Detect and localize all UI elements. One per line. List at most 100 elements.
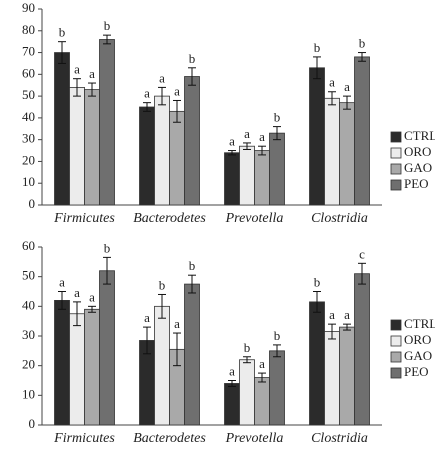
legend-label: PEO xyxy=(404,364,429,379)
bar xyxy=(84,89,100,206)
bar xyxy=(269,132,285,206)
legend-label: ORO xyxy=(404,332,431,347)
bar xyxy=(154,305,170,426)
y-tick-label: 20 xyxy=(22,152,35,167)
significance-letter: b xyxy=(314,40,321,55)
x-tick-label: Prevotella xyxy=(225,431,284,446)
bar xyxy=(324,97,340,206)
y-tick-label: 10 xyxy=(22,174,35,189)
significance-letter: a xyxy=(74,285,80,300)
bar xyxy=(354,273,370,426)
y-tick-label: 50 xyxy=(22,268,35,283)
bar xyxy=(339,326,355,426)
significance-letter: b xyxy=(104,240,111,255)
significance-letter: a xyxy=(144,86,150,101)
bar xyxy=(99,270,115,426)
legend-swatch xyxy=(390,335,402,347)
legend-swatch xyxy=(390,179,402,191)
y-tick-label: 30 xyxy=(22,131,35,146)
x-tick-label: Prevotella xyxy=(225,211,284,226)
significance-letter: b xyxy=(314,274,321,289)
legend-swatch xyxy=(390,367,402,379)
y-tick-label: 0 xyxy=(29,416,36,431)
y-tick-label: 70 xyxy=(22,44,35,59)
legend-label: GAO xyxy=(404,160,432,175)
significance-letter: b xyxy=(189,258,196,273)
legend-label: GAO xyxy=(404,348,432,363)
significance-letter: c xyxy=(359,246,365,261)
legend-swatch xyxy=(390,163,402,175)
significance-letter: b xyxy=(359,36,366,51)
bar xyxy=(184,76,200,206)
bar xyxy=(354,56,370,206)
bar xyxy=(69,87,85,206)
y-tick-label: 40 xyxy=(22,297,35,312)
significance-letter: a xyxy=(244,126,250,141)
significance-letter: b xyxy=(274,110,281,125)
legend-label: PEO xyxy=(404,176,429,191)
significance-letter: a xyxy=(159,70,165,85)
bar xyxy=(154,95,170,206)
significance-letter: b xyxy=(59,25,66,40)
bar xyxy=(339,102,355,206)
legend-swatch xyxy=(390,351,402,363)
significance-letter: a xyxy=(89,66,95,81)
y-tick-label: 10 xyxy=(22,386,35,401)
bar xyxy=(239,359,255,426)
y-tick-label: 60 xyxy=(22,65,35,80)
significance-letter: a xyxy=(259,356,265,371)
bar xyxy=(309,67,325,206)
bar xyxy=(54,299,70,426)
significance-letter: b xyxy=(189,51,196,66)
legend-label: CTRL xyxy=(404,128,435,143)
legend-swatch xyxy=(390,319,402,331)
significance-letter: a xyxy=(344,79,350,94)
significance-letter: b xyxy=(159,277,166,292)
x-tick-label: Bacterodetes xyxy=(133,431,206,446)
significance-letter: a xyxy=(144,310,150,325)
significance-letter: a xyxy=(329,75,335,90)
x-tick-label: Clostridia xyxy=(311,431,368,446)
y-tick-label: 0 xyxy=(29,196,36,211)
bar xyxy=(269,350,285,426)
y-tick-label: 60 xyxy=(22,238,35,253)
bar xyxy=(54,52,70,206)
bar xyxy=(99,39,115,206)
legend-swatch xyxy=(390,131,402,143)
significance-letter: a xyxy=(59,274,65,289)
y-tick-label: 80 xyxy=(22,22,35,37)
significance-letter: a xyxy=(344,307,350,322)
significance-letter: a xyxy=(259,129,265,144)
bar xyxy=(324,331,340,426)
significance-letter: b xyxy=(244,340,251,355)
y-tick-label: 50 xyxy=(22,87,35,102)
bar xyxy=(224,152,240,206)
legend-label: CTRL xyxy=(404,316,435,331)
significance-letter: a xyxy=(329,307,335,322)
bar xyxy=(309,301,325,426)
bar xyxy=(69,313,85,426)
bar xyxy=(169,110,185,206)
x-tick-label: Firmicutes xyxy=(53,431,115,446)
significance-letter: a xyxy=(74,62,80,77)
significance-letter: b xyxy=(104,18,111,33)
significance-letter: a xyxy=(229,134,235,149)
significance-letter: a xyxy=(89,289,95,304)
y-tick-label: 20 xyxy=(22,357,35,372)
y-tick-label: 30 xyxy=(22,327,35,342)
bar xyxy=(224,383,240,426)
x-tick-label: Firmicutes xyxy=(53,211,115,226)
legend-swatch xyxy=(390,147,402,159)
y-tick-label: 90 xyxy=(22,0,35,15)
bar xyxy=(84,308,100,426)
bar xyxy=(254,377,270,426)
legend-label: ORO xyxy=(404,144,431,159)
significance-letter: a xyxy=(174,83,180,98)
significance-letter: b xyxy=(274,328,281,343)
significance-letter: a xyxy=(229,363,235,378)
bar xyxy=(139,106,155,206)
x-tick-label: Bacterodetes xyxy=(133,211,206,226)
x-tick-label: Clostridia xyxy=(311,211,368,226)
bar xyxy=(239,145,255,206)
